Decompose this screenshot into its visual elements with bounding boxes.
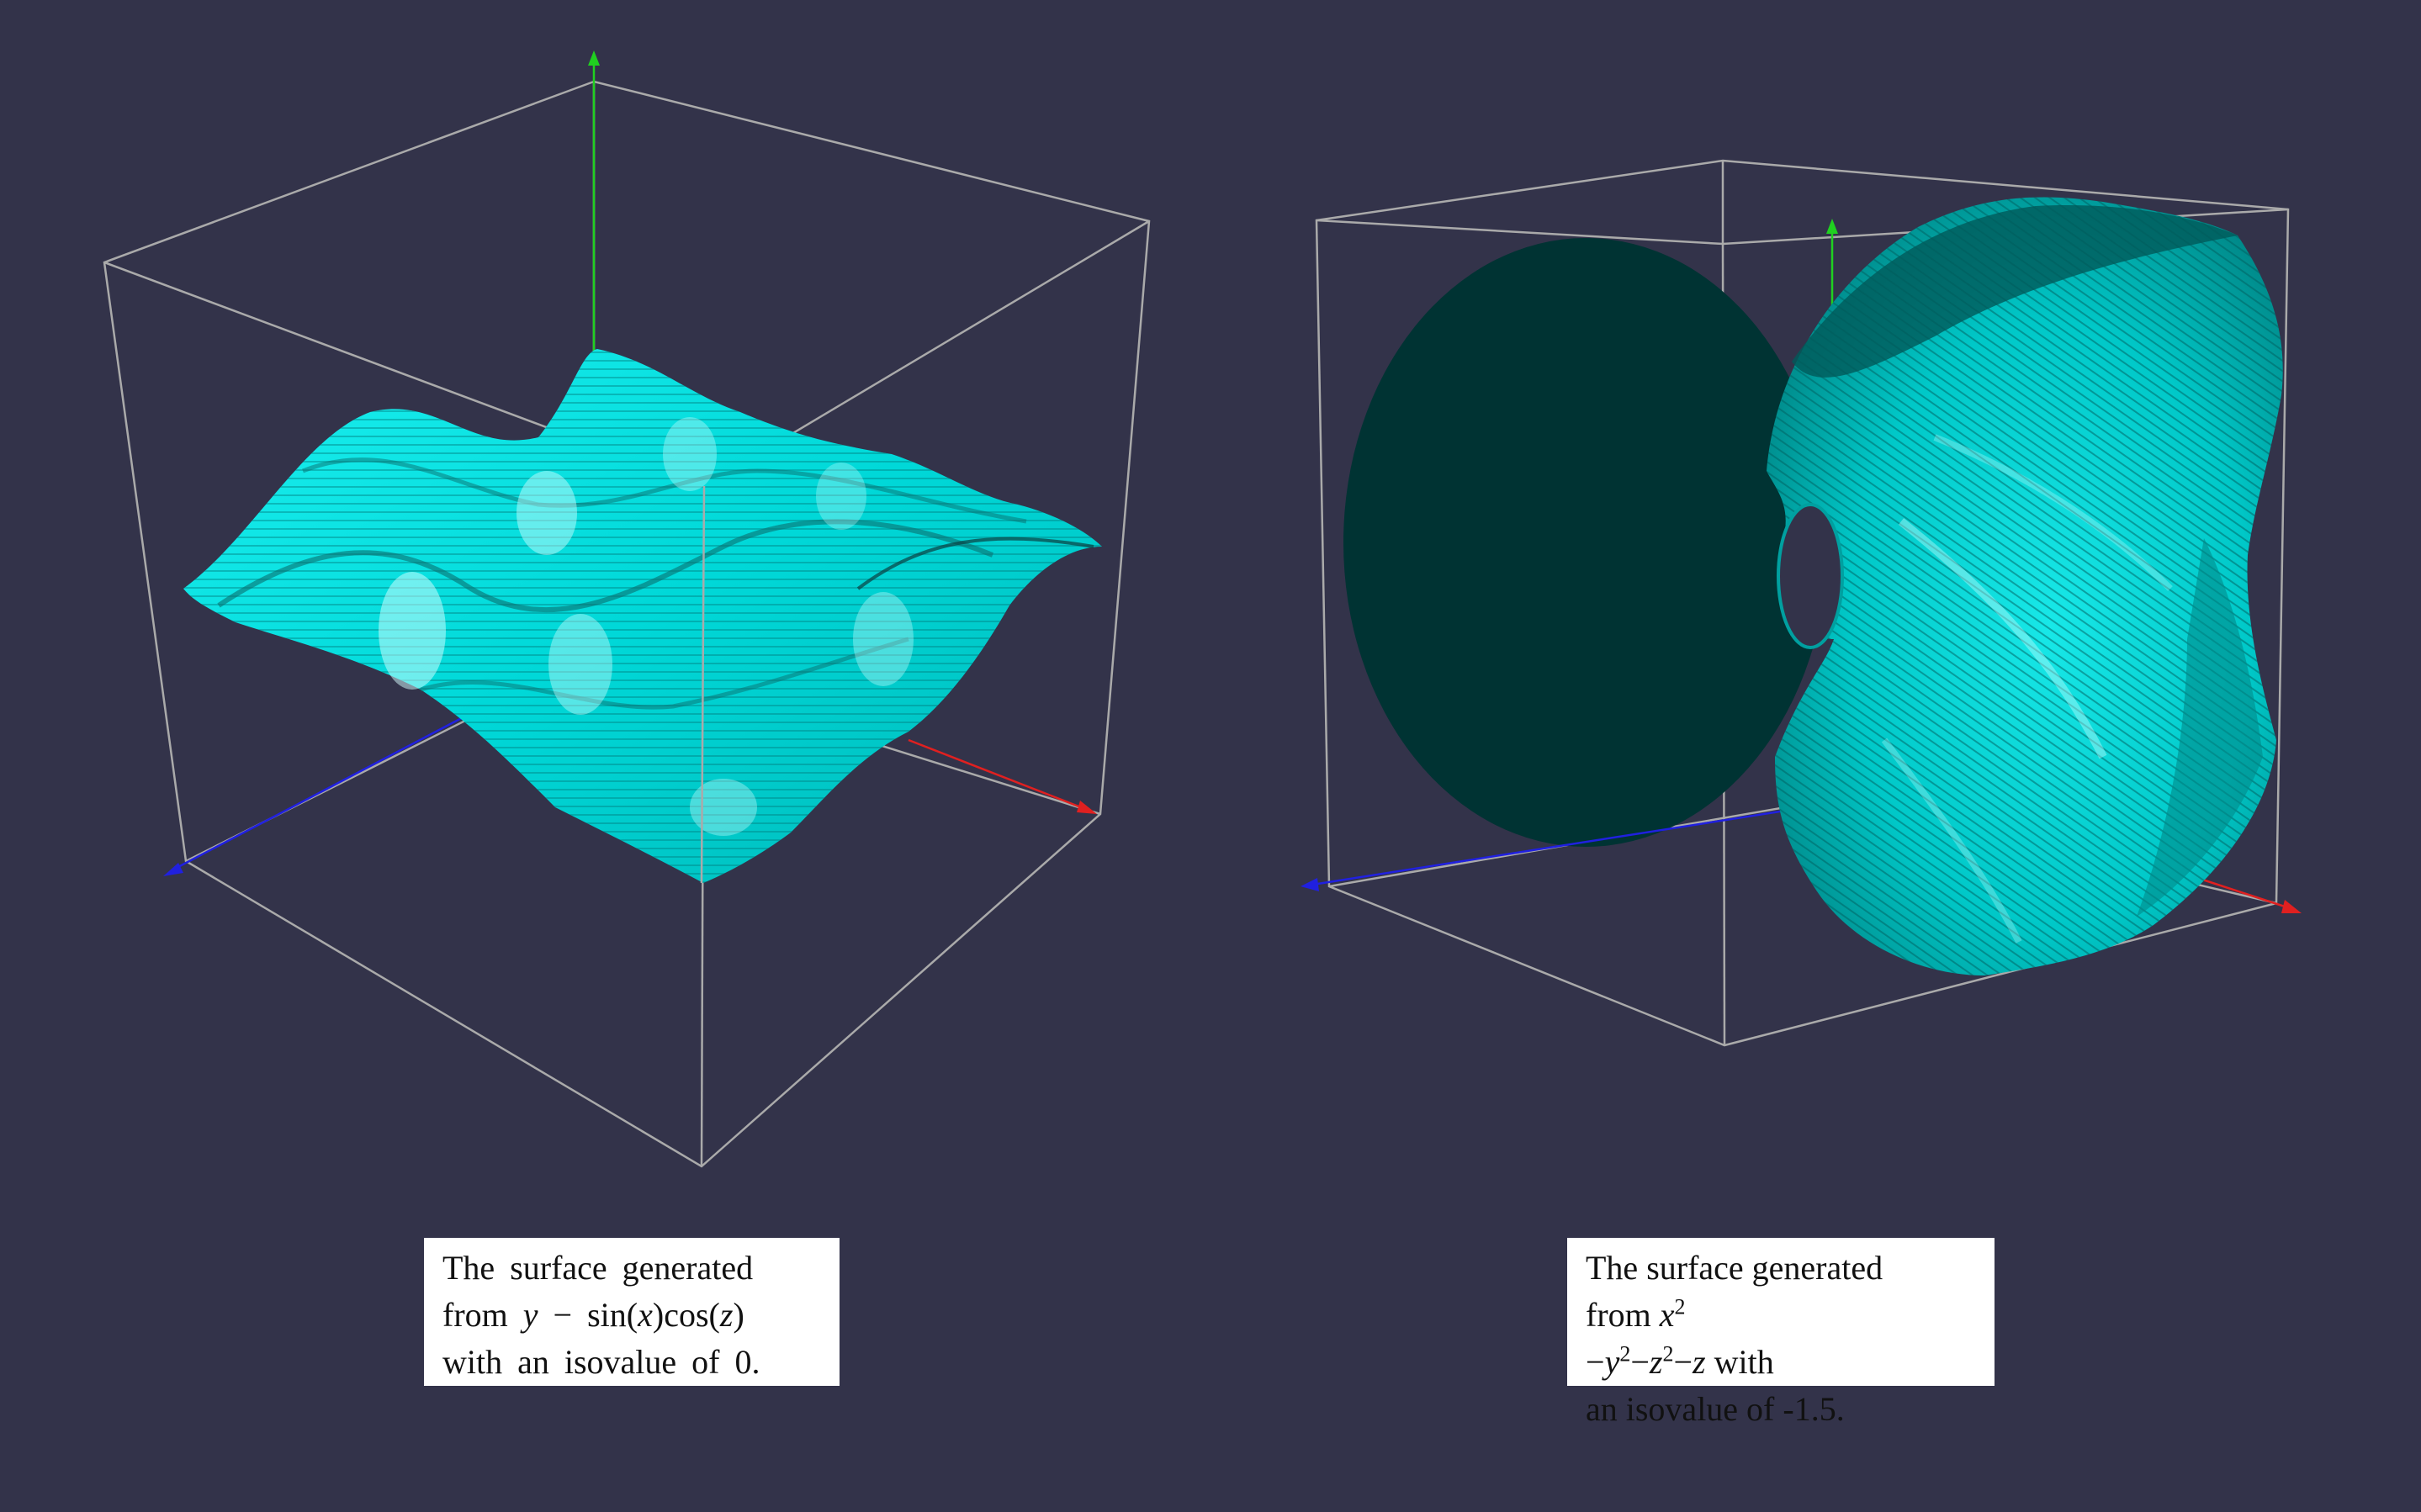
caption-right-minus2: − — [1630, 1343, 1650, 1381]
caption-left-expr-x: x — [638, 1296, 653, 1334]
caption-right-line3: an isovalue of -1.5. — [1586, 1390, 1845, 1428]
caption-right-line1: The surface generated — [1586, 1249, 1883, 1287]
axis-x-left — [908, 738, 1097, 814]
isosurface-hyperboloid — [1767, 197, 2283, 975]
caption-right-with: with — [1714, 1343, 1774, 1381]
caption-right-x: x — [1659, 1296, 1675, 1334]
caption-right-minus3: − — [1673, 1343, 1693, 1381]
figure-right — [1301, 159, 2302, 1047]
caption-left-expr-minus: − — [538, 1296, 588, 1334]
caption-left: The surface generated from y − sin(x)cos… — [424, 1238, 840, 1386]
caption-left-line1: The surface generated — [442, 1249, 754, 1287]
caption-right-y: y — [1604, 1343, 1620, 1381]
bounding-box-left-front — [700, 485, 706, 884]
caption-right-z: z — [1649, 1343, 1663, 1381]
figure-left — [103, 50, 1151, 1168]
caption-left-expr-z: z — [719, 1296, 734, 1334]
caption-left-expr-y: y — [522, 1296, 538, 1334]
isosurface-sheet-back — [1343, 238, 1828, 847]
isosurface-wave — [183, 349, 1102, 883]
caption-right-minus1: − — [1586, 1343, 1605, 1381]
caption-left-line3: with an isovalue of 0. — [442, 1343, 760, 1381]
caption-left-expr-cos: cos — [664, 1296, 709, 1334]
caption-right-from: from — [1586, 1296, 1651, 1334]
axis-z-left — [163, 711, 472, 876]
caption-right-line2: from x2 — [1586, 1292, 1976, 1339]
caption-right-z2: z — [1693, 1343, 1706, 1381]
caption-right-sup2: 2 — [1619, 1341, 1631, 1367]
caption-left-from: from — [442, 1296, 508, 1334]
caption-right: The surface generated from x2 −y2−z2−z wi… — [1567, 1238, 1995, 1428]
caption-left-expr-sin: sin — [587, 1296, 627, 1334]
caption-right-sup3: 2 — [1662, 1341, 1674, 1367]
axis-z-right — [1301, 801, 1835, 891]
caption-right-sup1: 2 — [1674, 1294, 1686, 1319]
axis-x-right — [2186, 873, 2302, 913]
caption-left-line2: from y − sin(x)cos(z) — [442, 1296, 744, 1334]
